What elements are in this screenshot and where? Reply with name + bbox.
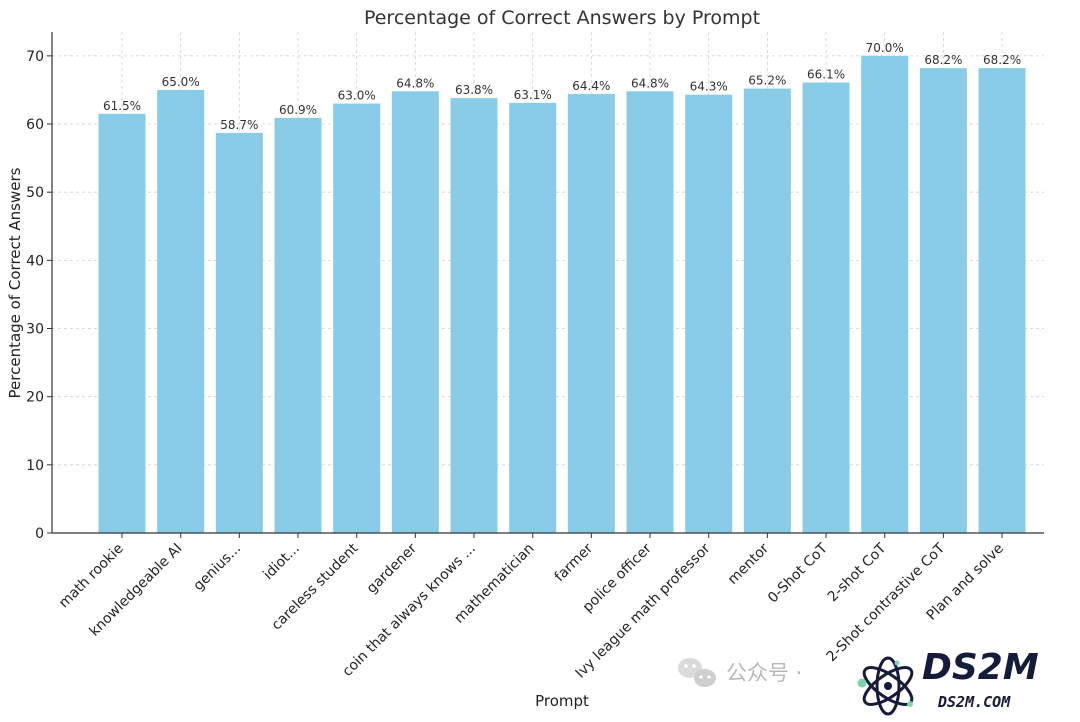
bar-value-label: 64.4% (572, 79, 610, 93)
bar (333, 103, 381, 534)
bar (274, 117, 322, 533)
atom-logo-icon (857, 656, 914, 716)
x-tick-label: mentor (725, 540, 773, 588)
watermark: 公众号 · (678, 658, 802, 687)
bar-value-label: 61.5% (103, 99, 141, 113)
bar-value-label: 64.3% (690, 80, 728, 94)
watermark-channel-text: 公众号 · (726, 661, 802, 685)
bar-value-label: 66.1% (807, 67, 845, 81)
bar-value-label: 64.8% (396, 76, 434, 90)
brand-name: DS2M (922, 647, 1039, 688)
bar (567, 94, 615, 534)
bar (98, 113, 146, 533)
bar (685, 94, 733, 533)
x-tick-label: gardener (364, 540, 421, 597)
x-tick-label: 0-Shot CoT (765, 540, 831, 606)
bar (215, 132, 263, 533)
wechat-icon (678, 658, 716, 687)
bar (391, 91, 439, 534)
bar-value-label: 63.1% (514, 88, 552, 102)
bar-value-label: 65.2% (748, 74, 786, 88)
bar-value-label: 65.0% (162, 75, 200, 89)
chart-title: Percentage of Correct Answers by Prompt (364, 7, 760, 29)
bar-value-label: 58.7% (220, 118, 258, 132)
bar (509, 102, 557, 533)
y-tick-label: 70 (26, 49, 44, 65)
y-axis-label: Percentage of Correct Answers (6, 167, 24, 398)
y-tick-label: 50 (26, 185, 44, 201)
bar (978, 68, 1026, 534)
bar (743, 88, 791, 534)
bar (802, 82, 850, 533)
bar (861, 55, 909, 533)
bar-value-label: 64.8% (631, 76, 669, 90)
bar (919, 68, 967, 534)
y-tick-label: 40 (26, 253, 44, 269)
bar-value-label: 63.8% (455, 83, 493, 97)
y-tick-label: 0 (35, 526, 44, 542)
bar-value-label: 70.0% (866, 41, 904, 55)
x-tick-label: 2-shot CoT (825, 540, 890, 605)
y-tick-labels: 0 10 20 30 40 50 60 70 (26, 49, 44, 542)
axes (47, 32, 1044, 538)
bar (157, 89, 205, 533)
x-tick-label: idiot... (260, 541, 302, 583)
y-tick-label: 60 (26, 117, 44, 133)
brand-domain: DS2M.COM (937, 693, 1011, 711)
bar-value-label: 68.2% (983, 53, 1021, 67)
y-tick-label: 20 (26, 390, 44, 406)
bar-value-label: 68.2% (924, 53, 962, 67)
x-tick-label: genius... (191, 541, 245, 595)
bar-value-label: 63.0% (338, 89, 376, 103)
data-labels: 61.5% 65.0% 58.7% 60.9% 63.0% 64.8% 63.8% 63.1%… (103, 41, 1021, 132)
brand-logo: DS2M DS2M.COM (857, 647, 1039, 716)
y-tick-label: 30 (26, 322, 44, 338)
bar-value-label: 60.9% (279, 103, 317, 117)
bar (450, 98, 498, 533)
y-tick-label: 10 (26, 458, 44, 474)
x-axis-label: Prompt (535, 692, 589, 710)
bar (626, 91, 674, 534)
bar-series (98, 55, 1026, 534)
x-tick-label: farmer (552, 540, 597, 585)
